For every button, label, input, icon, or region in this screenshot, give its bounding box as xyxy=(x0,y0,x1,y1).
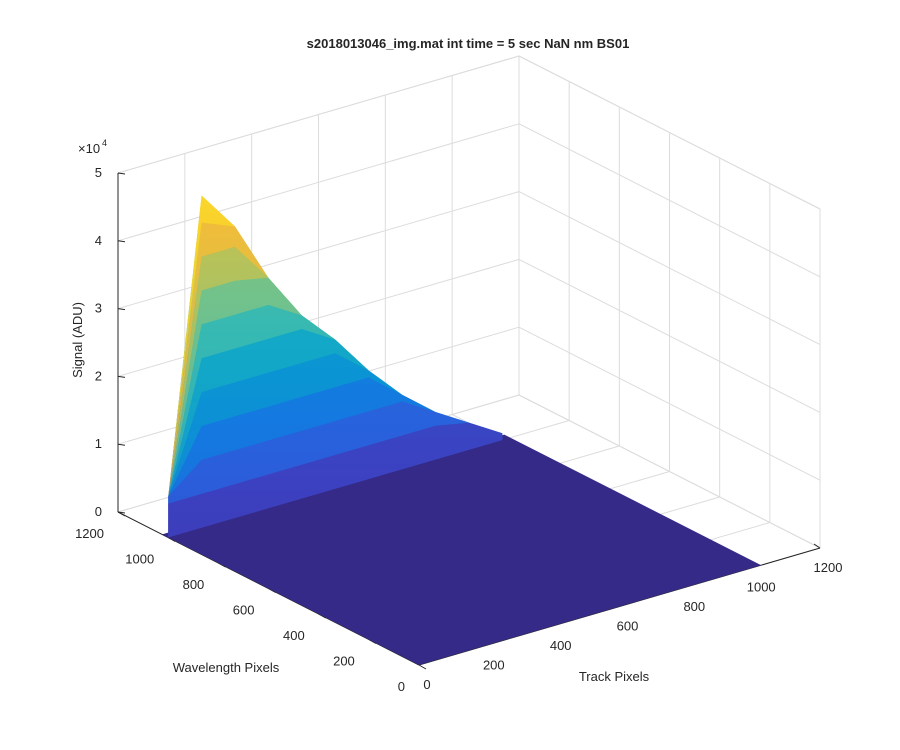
surface-ridge-band xyxy=(168,353,503,497)
x-tick xyxy=(813,543,821,549)
z-tick xyxy=(117,375,126,378)
x-tick-label: 600 xyxy=(617,619,639,634)
x-tick-label: 200 xyxy=(483,658,505,673)
grid-line-back-wall-z xyxy=(518,123,821,278)
surface-layer xyxy=(162,195,762,665)
z-tick xyxy=(117,443,126,446)
z-tick-label: 0 xyxy=(95,504,102,519)
y-tick-label: 1200 xyxy=(75,526,104,541)
box-edge-top-left xyxy=(117,55,520,174)
z-tick xyxy=(117,172,126,175)
z-tick-label: 2 xyxy=(95,368,102,383)
grid-line-back-wall-z xyxy=(518,326,821,481)
chart-title: s2018013046_img.mat int time = 5 sec NaN… xyxy=(307,36,630,51)
grid-line-back-wall-z xyxy=(518,258,821,413)
grid-line-left-wall-z xyxy=(117,191,520,310)
y-axis-label: Wavelength Pixels xyxy=(173,660,280,675)
y-tick-label: 1000 xyxy=(125,552,154,567)
y-tick-label: 0 xyxy=(398,679,405,694)
grid-line-back-wall-z xyxy=(518,191,821,346)
z-multiplier-exponent: 4 xyxy=(102,138,107,148)
box-edge-top-right xyxy=(518,55,821,210)
y-tick xyxy=(368,639,377,644)
y-tick xyxy=(318,613,326,619)
z-tick xyxy=(117,240,126,243)
y-tick-label: 600 xyxy=(233,603,255,618)
z-tick-label: 3 xyxy=(95,301,102,316)
x-tick-label: 800 xyxy=(683,599,705,614)
z-tick xyxy=(117,308,126,311)
surface-ridge-band xyxy=(168,222,503,497)
y-tick xyxy=(218,562,226,568)
grid-line-left-wall-z xyxy=(117,123,520,242)
x-tick-label: 1200 xyxy=(814,560,843,575)
surface-ridge-band xyxy=(168,401,503,504)
z-multiplier: ×10 xyxy=(78,141,100,156)
z-tick-label: 4 xyxy=(95,233,102,248)
z-axis-label: Signal (ADU) xyxy=(70,302,85,378)
surface-ridge-band xyxy=(168,329,503,497)
z-tick-label: 1 xyxy=(95,436,102,451)
y-tick xyxy=(268,588,276,593)
x-tick-label: 400 xyxy=(550,638,572,653)
z-tick-label: 5 xyxy=(95,165,102,180)
tick-labels: 0200400600800100012000200400600800100012… xyxy=(75,165,842,694)
x-tick-label: 0 xyxy=(423,677,430,692)
y-tick xyxy=(418,664,427,670)
surface-ridge-band xyxy=(168,246,503,497)
y-tick-label: 800 xyxy=(183,577,205,592)
y-tick-label: 200 xyxy=(333,654,355,669)
x-axis-label: Track Pixels xyxy=(579,669,650,684)
surface-ridge-band xyxy=(168,377,503,497)
x-tick-label: 1000 xyxy=(747,580,776,595)
surface-ridge-band xyxy=(168,277,503,497)
surface-ridge-band xyxy=(168,422,503,538)
y-tick-label: 400 xyxy=(283,628,305,643)
y-tick xyxy=(167,537,176,542)
z-tick xyxy=(117,511,126,514)
